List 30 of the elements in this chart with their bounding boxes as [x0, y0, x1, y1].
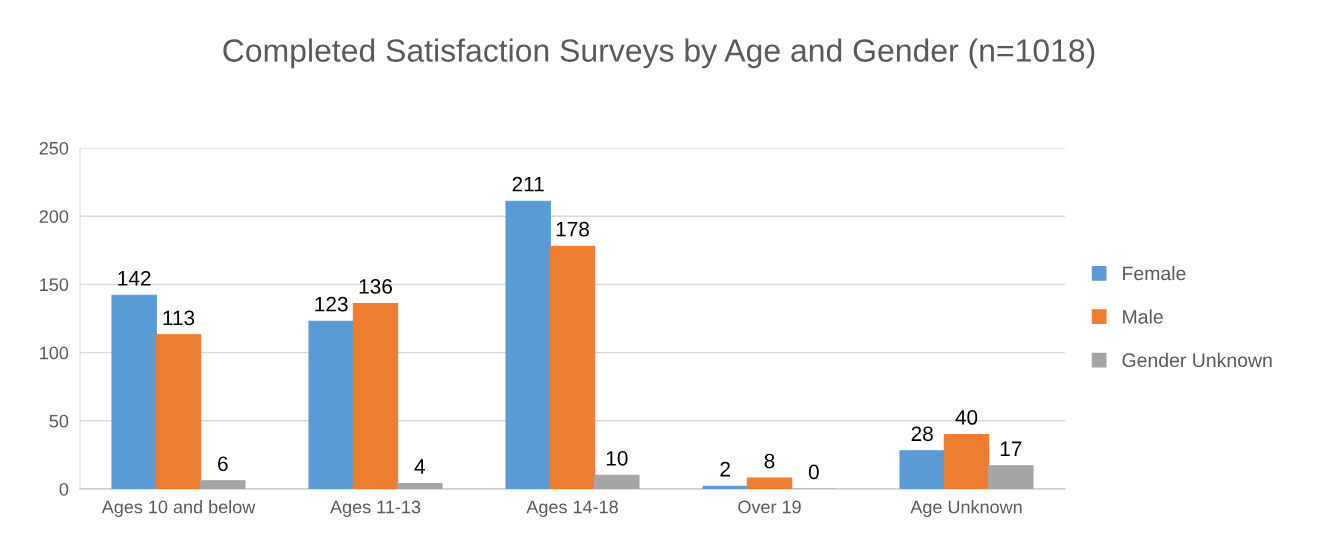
data-label: 142: [118, 270, 151, 286]
data-label: 40: [955, 410, 978, 425]
data-label: 6: [218, 456, 228, 472]
y-tick-label: 50: [49, 414, 69, 428]
y-tick-label: 100: [40, 346, 69, 360]
data-label: 123: [315, 296, 348, 312]
data-label: 8: [764, 453, 775, 469]
data-label: 4: [414, 459, 426, 474]
y-tick-label: 250: [39, 141, 69, 155]
data-label: 211: [512, 176, 544, 192]
data-label: 2: [720, 461, 730, 477]
data-label: 10: [606, 450, 628, 466]
legend-label: Female: [1123, 266, 1186, 281]
data-label: 0: [808, 464, 819, 480]
x-tick-label: Ages 10 and below: [101, 500, 256, 517]
x-tick-label: Age Unknown: [910, 500, 1022, 517]
x-tick-label: Ages 11-13: [330, 500, 421, 517]
data-label: 17: [1000, 441, 1022, 456]
x-tick-label: Over 19: [738, 500, 801, 514]
y-tick-label: 0: [59, 482, 69, 496]
data-label: 136: [359, 279, 392, 294]
y-tick-label: 150: [40, 278, 69, 292]
data-label: 178: [556, 221, 589, 237]
chart-title: Completed Satisfaction Surveys by Age and Gender (n=1018): [223, 38, 1095, 69]
x-tick-label: Ages 14-18: [526, 500, 618, 517]
legend-label: Male: [1123, 309, 1163, 324]
data-label: 28: [911, 426, 933, 442]
y-tick-label: 200: [39, 210, 69, 223]
legend-label: Gender Unknown: [1122, 352, 1272, 368]
data-label: 113: [163, 310, 195, 326]
